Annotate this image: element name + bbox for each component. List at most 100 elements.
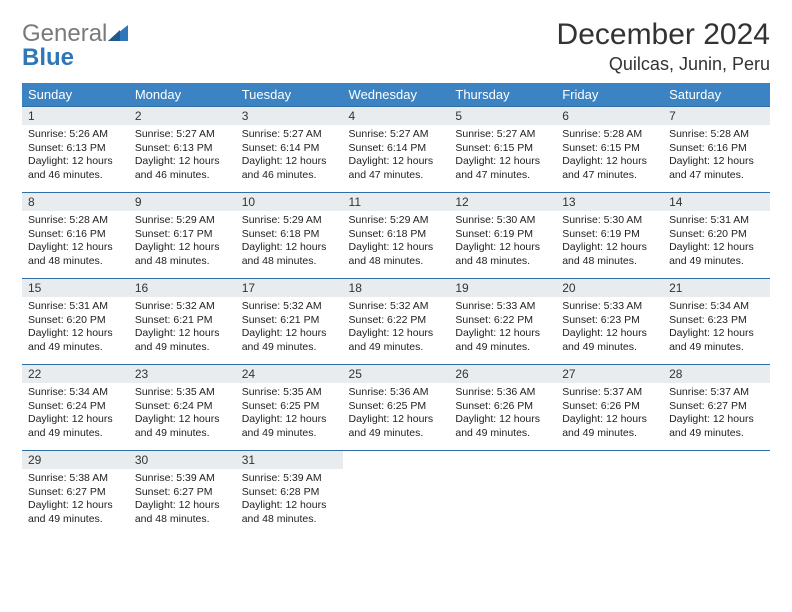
calendar-cell: [449, 451, 556, 537]
day-details: Sunrise: 5:38 AMSunset: 6:27 PMDaylight:…: [22, 469, 129, 531]
sunrise-line: Sunrise: 5:30 AM: [562, 214, 657, 228]
logo: General Blue: [22, 22, 128, 70]
calendar-cell: 12Sunrise: 5:30 AMSunset: 6:19 PMDayligh…: [449, 193, 556, 279]
sunrise-line: Sunrise: 5:32 AM: [242, 300, 337, 314]
logo-sail-icon: [108, 25, 128, 41]
daylight-line: Daylight: 12 hours and 49 minutes.: [349, 413, 444, 440]
day-number: 14: [663, 193, 770, 211]
daylight-line: Daylight: 12 hours and 48 minutes.: [135, 499, 230, 526]
sunrise-line: Sunrise: 5:28 AM: [562, 128, 657, 142]
daylight-line: Daylight: 12 hours and 49 minutes.: [669, 413, 764, 440]
day-number: 21: [663, 279, 770, 297]
day-details: Sunrise: 5:31 AMSunset: 6:20 PMDaylight:…: [22, 297, 129, 359]
sunset-line: Sunset: 6:24 PM: [28, 400, 123, 414]
calendar-cell: 1Sunrise: 5:26 AMSunset: 6:13 PMDaylight…: [22, 107, 129, 193]
sunset-line: Sunset: 6:27 PM: [28, 486, 123, 500]
sunset-line: Sunset: 6:26 PM: [562, 400, 657, 414]
weekday-header: Thursday: [449, 83, 556, 107]
daylight-line: Daylight: 12 hours and 46 minutes.: [242, 155, 337, 182]
day-number: 7: [663, 107, 770, 125]
sunrise-line: Sunrise: 5:32 AM: [135, 300, 230, 314]
calendar-cell: 16Sunrise: 5:32 AMSunset: 6:21 PMDayligh…: [129, 279, 236, 365]
calendar-cell: 10Sunrise: 5:29 AMSunset: 6:18 PMDayligh…: [236, 193, 343, 279]
sunset-line: Sunset: 6:17 PM: [135, 228, 230, 242]
calendar-cell: 8Sunrise: 5:28 AMSunset: 6:16 PMDaylight…: [22, 193, 129, 279]
calendar-cell: 25Sunrise: 5:36 AMSunset: 6:25 PMDayligh…: [343, 365, 450, 451]
sunrise-line: Sunrise: 5:35 AM: [242, 386, 337, 400]
daylight-line: Daylight: 12 hours and 49 minutes.: [28, 327, 123, 354]
sunset-line: Sunset: 6:15 PM: [455, 142, 550, 156]
sunrise-line: Sunrise: 5:31 AM: [669, 214, 764, 228]
daylight-line: Daylight: 12 hours and 49 minutes.: [242, 327, 337, 354]
calendar-cell: 17Sunrise: 5:32 AMSunset: 6:21 PMDayligh…: [236, 279, 343, 365]
day-number: 23: [129, 365, 236, 383]
sunrise-line: Sunrise: 5:31 AM: [28, 300, 123, 314]
day-details: Sunrise: 5:36 AMSunset: 6:25 PMDaylight:…: [343, 383, 450, 445]
daylight-line: Daylight: 12 hours and 46 minutes.: [135, 155, 230, 182]
daylight-line: Daylight: 12 hours and 48 minutes.: [455, 241, 550, 268]
daylight-line: Daylight: 12 hours and 48 minutes.: [562, 241, 657, 268]
calendar-cell: 14Sunrise: 5:31 AMSunset: 6:20 PMDayligh…: [663, 193, 770, 279]
sunset-line: Sunset: 6:28 PM: [242, 486, 337, 500]
weekday-header: Sunday: [22, 83, 129, 107]
day-number: 13: [556, 193, 663, 211]
weekday-header: Saturday: [663, 83, 770, 107]
daylight-line: Daylight: 12 hours and 49 minutes.: [669, 241, 764, 268]
sunset-line: Sunset: 6:23 PM: [562, 314, 657, 328]
calendar-row: 15Sunrise: 5:31 AMSunset: 6:20 PMDayligh…: [22, 279, 770, 365]
daylight-line: Daylight: 12 hours and 49 minutes.: [455, 327, 550, 354]
sunrise-line: Sunrise: 5:27 AM: [242, 128, 337, 142]
sunset-line: Sunset: 6:14 PM: [349, 142, 444, 156]
daylight-line: Daylight: 12 hours and 48 minutes.: [242, 499, 337, 526]
day-number: 29: [22, 451, 129, 469]
day-details: Sunrise: 5:35 AMSunset: 6:25 PMDaylight:…: [236, 383, 343, 445]
sunset-line: Sunset: 6:22 PM: [349, 314, 444, 328]
sunset-line: Sunset: 6:13 PM: [135, 142, 230, 156]
sunrise-line: Sunrise: 5:39 AM: [242, 472, 337, 486]
sunrise-line: Sunrise: 5:30 AM: [455, 214, 550, 228]
calendar-cell: 23Sunrise: 5:35 AMSunset: 6:24 PMDayligh…: [129, 365, 236, 451]
sunrise-line: Sunrise: 5:38 AM: [28, 472, 123, 486]
daylight-line: Daylight: 12 hours and 48 minutes.: [28, 241, 123, 268]
sunrise-line: Sunrise: 5:33 AM: [562, 300, 657, 314]
day-details: Sunrise: 5:26 AMSunset: 6:13 PMDaylight:…: [22, 125, 129, 187]
day-number: 4: [343, 107, 450, 125]
daylight-line: Daylight: 12 hours and 49 minutes.: [135, 327, 230, 354]
sunrise-line: Sunrise: 5:29 AM: [349, 214, 444, 228]
day-number: 2: [129, 107, 236, 125]
calendar-cell: 24Sunrise: 5:35 AMSunset: 6:25 PMDayligh…: [236, 365, 343, 451]
calendar-row: 29Sunrise: 5:38 AMSunset: 6:27 PMDayligh…: [22, 451, 770, 537]
sunset-line: Sunset: 6:26 PM: [455, 400, 550, 414]
calendar-cell: 13Sunrise: 5:30 AMSunset: 6:19 PMDayligh…: [556, 193, 663, 279]
sunset-line: Sunset: 6:18 PM: [242, 228, 337, 242]
day-details: Sunrise: 5:37 AMSunset: 6:27 PMDaylight:…: [663, 383, 770, 445]
sunset-line: Sunset: 6:15 PM: [562, 142, 657, 156]
sunset-line: Sunset: 6:25 PM: [242, 400, 337, 414]
sunset-line: Sunset: 6:19 PM: [562, 228, 657, 242]
calendar-cell: 9Sunrise: 5:29 AMSunset: 6:17 PMDaylight…: [129, 193, 236, 279]
calendar-body: 1Sunrise: 5:26 AMSunset: 6:13 PMDaylight…: [22, 107, 770, 537]
day-number: 17: [236, 279, 343, 297]
day-number: 5: [449, 107, 556, 125]
calendar-cell: 18Sunrise: 5:32 AMSunset: 6:22 PMDayligh…: [343, 279, 450, 365]
daylight-line: Daylight: 12 hours and 49 minutes.: [562, 327, 657, 354]
daylight-line: Daylight: 12 hours and 49 minutes.: [28, 499, 123, 526]
day-details: Sunrise: 5:30 AMSunset: 6:19 PMDaylight:…: [556, 211, 663, 273]
day-details: Sunrise: 5:27 AMSunset: 6:14 PMDaylight:…: [343, 125, 450, 187]
sunrise-line: Sunrise: 5:39 AM: [135, 472, 230, 486]
calendar-cell: 15Sunrise: 5:31 AMSunset: 6:20 PMDayligh…: [22, 279, 129, 365]
day-details: Sunrise: 5:31 AMSunset: 6:20 PMDaylight:…: [663, 211, 770, 273]
sunrise-line: Sunrise: 5:29 AM: [135, 214, 230, 228]
day-details: Sunrise: 5:39 AMSunset: 6:28 PMDaylight:…: [236, 469, 343, 531]
calendar-cell: [343, 451, 450, 537]
calendar-cell: 26Sunrise: 5:36 AMSunset: 6:26 PMDayligh…: [449, 365, 556, 451]
calendar-row: 1Sunrise: 5:26 AMSunset: 6:13 PMDaylight…: [22, 107, 770, 193]
day-number: 9: [129, 193, 236, 211]
calendar-row: 8Sunrise: 5:28 AMSunset: 6:16 PMDaylight…: [22, 193, 770, 279]
calendar-cell: 2Sunrise: 5:27 AMSunset: 6:13 PMDaylight…: [129, 107, 236, 193]
day-details: Sunrise: 5:32 AMSunset: 6:21 PMDaylight:…: [236, 297, 343, 359]
month-title: December 2024: [557, 18, 770, 52]
title-block: December 2024 Quilcas, Junin, Peru: [557, 18, 770, 75]
day-number: 6: [556, 107, 663, 125]
sunset-line: Sunset: 6:16 PM: [28, 228, 123, 242]
